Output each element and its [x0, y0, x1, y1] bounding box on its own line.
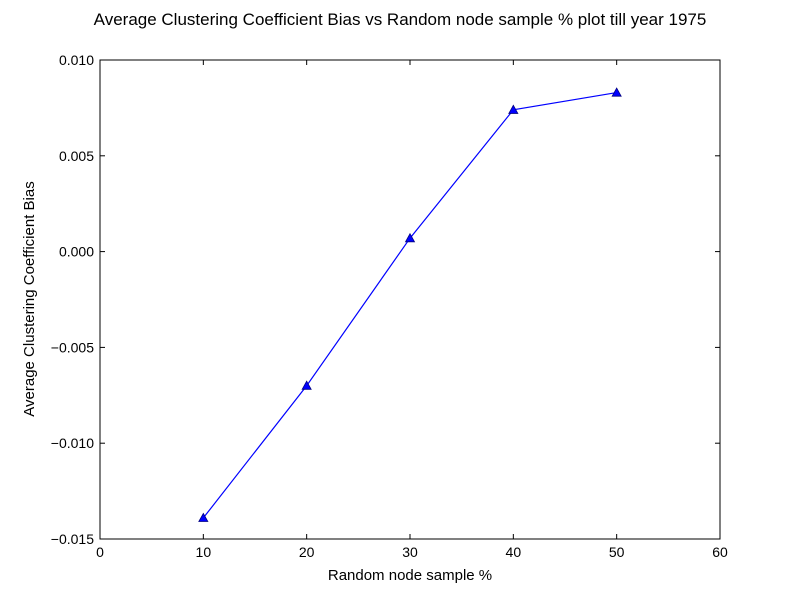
data-point-marker	[611, 87, 622, 97]
y-tick-label: 0.005	[59, 148, 94, 164]
plot-area	[100, 60, 720, 539]
x-axis-label: Random node sample %	[328, 567, 492, 584]
x-tick-label: 0	[96, 544, 104, 560]
data-point-marker	[198, 512, 209, 522]
y-axis-ticks: −0.015 −0.010 −0.005 0.000 0.005 0.010	[51, 52, 720, 547]
x-tick-label: 50	[609, 544, 625, 560]
x-tick-label: 30	[402, 544, 418, 560]
x-tick-label: 60	[712, 544, 728, 560]
x-tick-label: 20	[299, 544, 315, 560]
y-tick-label: 0.010	[59, 52, 94, 68]
plot-background	[100, 60, 720, 539]
y-tick-label: 0.000	[59, 244, 94, 260]
x-axis-ticks: 0 10 20 30 40 50 60	[96, 60, 728, 560]
y-tick-label: −0.010	[51, 435, 94, 451]
chart-title: Average Clustering Coefficient Bias vs R…	[94, 10, 707, 29]
y-tick-label: −0.015	[51, 531, 94, 547]
y-axis-label: Average Clustering Coefficient Bias	[21, 181, 38, 416]
x-tick-label: 10	[196, 544, 212, 560]
series-layer	[198, 87, 622, 522]
plot-frame	[99, 59, 721, 540]
data-point-marker	[404, 232, 416, 243]
data-point-marker	[301, 380, 312, 390]
y-tick-label: −0.005	[51, 339, 94, 355]
x-tick-label: 40	[506, 544, 522, 560]
data-point-marker	[508, 104, 519, 114]
